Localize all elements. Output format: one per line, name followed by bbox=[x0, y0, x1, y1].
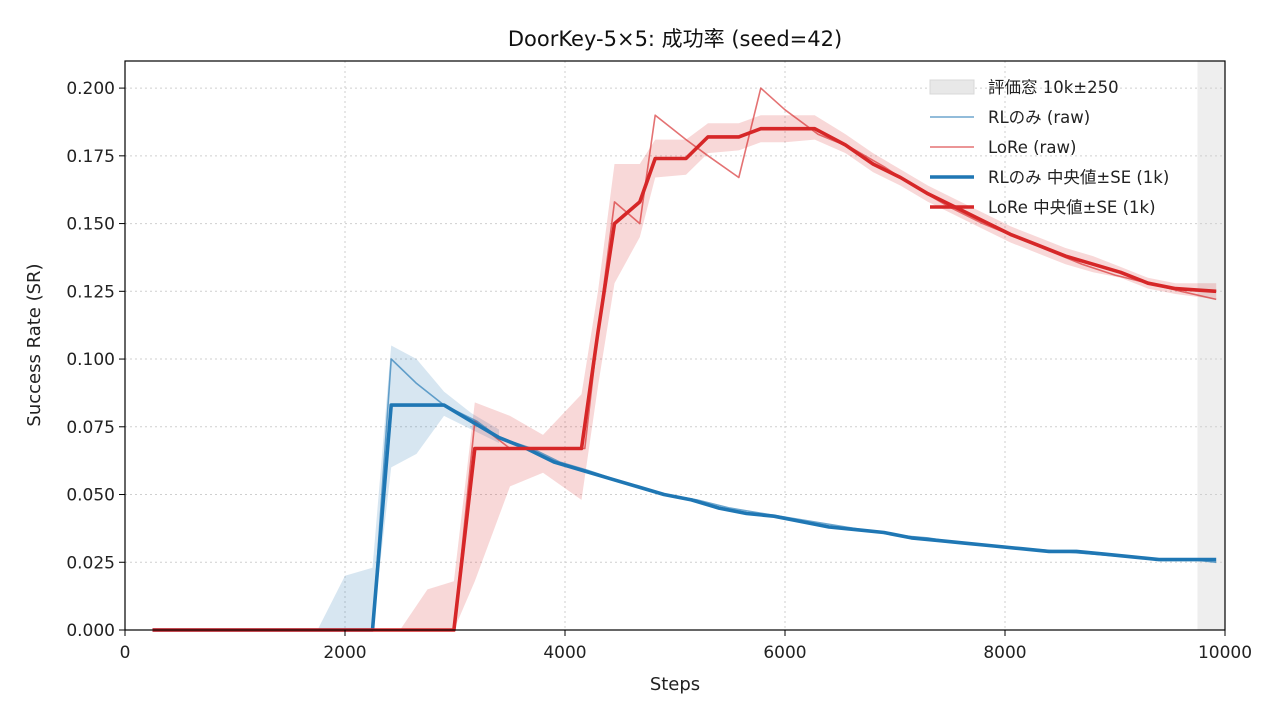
chart-title: DoorKey-5×5: 成功率 (seed=42) bbox=[508, 27, 842, 51]
x-axis-label: Steps bbox=[650, 674, 700, 695]
eval-window-shade bbox=[1197, 61, 1225, 630]
median-series-line-0 bbox=[152, 403, 1217, 632]
x-axis-ticks: 0 2000 4000 6000 8000 10000 bbox=[120, 630, 1252, 663]
median-series-line-1 bbox=[152, 126, 1217, 632]
series-lines bbox=[152, 87, 1217, 632]
y-axis-label: Success Rate (SR) bbox=[24, 263, 45, 426]
legend-label: RLのみ 中央値±SE (1k) bbox=[988, 168, 1169, 187]
y-tick-label: 0.100 bbox=[66, 350, 115, 370]
legend-label: LoRe 中央値±SE (1k) bbox=[988, 198, 1156, 217]
legend-label: RLのみ (raw) bbox=[988, 108, 1090, 127]
x-tick-label: 4000 bbox=[543, 643, 586, 663]
legend-swatch-eval-window bbox=[929, 79, 975, 95]
y-tick-label: 0.000 bbox=[66, 621, 115, 641]
x-tick-label: 6000 bbox=[763, 643, 806, 663]
x-tick-label: 8000 bbox=[983, 643, 1026, 663]
se-band-0 bbox=[317, 345, 499, 630]
x-tick-label: 0 bbox=[120, 643, 131, 663]
y-tick-label: 0.125 bbox=[66, 282, 115, 302]
y-tick-label: 0.150 bbox=[66, 215, 115, 235]
se-bands bbox=[317, 115, 1217, 630]
legend-label: LoRe (raw) bbox=[988, 138, 1076, 157]
legend: 評価窓 10k±250 RLのみ (raw) LoRe (raw) RLのみ 中央値±… bbox=[929, 78, 1169, 217]
y-tick-label: 0.175 bbox=[66, 147, 115, 167]
x-tick-label: 2000 bbox=[323, 643, 366, 663]
y-tick-label: 0.025 bbox=[66, 553, 115, 573]
y-tick-label: 0.200 bbox=[66, 79, 115, 99]
axes bbox=[124, 60, 1226, 631]
legend-label: 評価窓 10k±250 bbox=[988, 78, 1119, 97]
y-tick-label: 0.050 bbox=[66, 486, 115, 506]
y-axis-ticks: 0.000 0.025 0.050 0.075 0.100 0.125 0.150 0.175… bbox=[66, 79, 125, 641]
x-tick-label: 10000 bbox=[1198, 643, 1252, 663]
y-tick-label: 0.075 bbox=[66, 418, 115, 438]
axes-frame bbox=[124, 60, 1226, 631]
